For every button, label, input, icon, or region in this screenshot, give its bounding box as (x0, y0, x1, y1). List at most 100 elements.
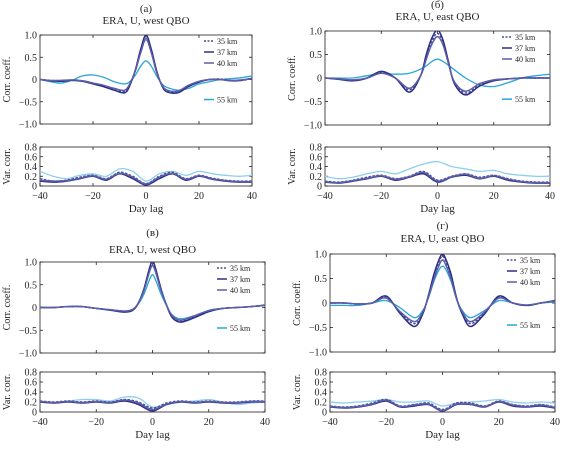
y-tick-label: 0.4 (310, 162, 323, 173)
series-group (40, 262, 265, 323)
x-tick-label: −20 (85, 191, 101, 202)
y-tick-label: 0 (322, 408, 327, 419)
x-tick-label: 40 (550, 417, 560, 428)
panel-3: (в) ERA, U, west QBO −1.0 −0.5 0 0.5 1.0 Corr. … (2, 227, 270, 441)
series-group (40, 168, 252, 186)
y-tick-label: 0 (32, 182, 37, 193)
x-tick-label: −40 (32, 191, 48, 202)
legend-label: 40 km (515, 55, 536, 64)
legend-label-55km: 55 km (217, 96, 238, 105)
y-tick-label: 0.5 (25, 280, 38, 291)
y-tick-label: 1.0 (25, 258, 38, 269)
panel-2: (б)ERA, U, east QBO −1.0 −0.5 0 0.5 1.0 Corr. … (287, 0, 555, 215)
corr-subplot: −1.0 −0.5 0 0.5 1.0 Corr. coeff. 35 km 37 km 40 … (2, 31, 253, 131)
panel-title: ERA, U, east QBO (400, 233, 484, 245)
x-tick-label: 0 (440, 417, 445, 428)
y-tick-label: −1.0 (309, 348, 327, 359)
x-tick-label: −20 (373, 191, 389, 202)
x-tick-label: −40 (322, 417, 338, 428)
legend-label: 37 km (515, 44, 536, 53)
y-axis-label: Var. corr. (292, 374, 303, 410)
y-tick-label: −1.0 (19, 349, 37, 360)
y-tick-label: −0.5 (309, 323, 327, 334)
y-tick-label: 0.4 (25, 388, 38, 399)
series-line-40-km (40, 399, 265, 411)
y-tick-label: 0.4 (25, 162, 38, 173)
x-tick-label: −40 (317, 191, 333, 202)
panel-label: (в) (146, 227, 159, 239)
series-group (40, 395, 265, 412)
series-group (325, 31, 550, 96)
panel-title: ERA, U, east QBO (395, 11, 479, 23)
y-tick-label: −0.5 (304, 97, 322, 108)
x-tick-label: 0 (144, 191, 149, 202)
y-tick-label: 0.5 (310, 50, 323, 61)
legend-label: 40 km (217, 59, 238, 68)
y-tick-label: 0.6 (25, 378, 38, 389)
x-axis-label: Day lag (425, 429, 460, 441)
legend-label: 35 km (515, 33, 536, 42)
panel-label: (а) (140, 3, 153, 15)
y-axis-label: Var. corr. (2, 148, 13, 184)
series-line-55-km (325, 58, 550, 88)
x-tick-label: 0 (435, 191, 440, 202)
x-tick-label: 20 (204, 417, 214, 428)
x-axis-label: Day lag (129, 203, 164, 215)
y-tick-label: 0 (322, 299, 327, 310)
y-tick-label: 0 (32, 408, 37, 419)
series-group (330, 254, 555, 328)
y-tick-label: 0.5 (315, 274, 328, 285)
legend-label: 40 km (230, 286, 251, 295)
x-tick-label: −20 (378, 417, 394, 428)
corr-subplot: −1.0 −0.5 0 0.5 1.0 Corr. coeff. 35 km 37 km 40 … (2, 258, 266, 360)
y-axis-label: Var. corr. (287, 148, 298, 184)
y-tick-label: 0.6 (315, 378, 328, 389)
x-axis-label: Day lag (135, 429, 170, 441)
legend-label-55km: 55 km (230, 324, 251, 333)
panel-label: (б) (431, 0, 444, 11)
series-line-40-km (40, 37, 252, 93)
series-line-35-km (40, 171, 252, 185)
y-tick-label: 0 (317, 182, 322, 193)
legend-label: 35 km (217, 37, 238, 46)
series-line-35-km (330, 398, 555, 411)
series-line-55-km (330, 265, 555, 319)
corr-subplot: −1.0 −0.5 0 0.5 1.0 Corr. coeff. 35 km 37 km 40 … (292, 250, 556, 359)
series-line-55-km (40, 60, 252, 91)
x-tick-label: 20 (494, 417, 504, 428)
series-line-37-km (330, 254, 555, 328)
x-axis-label: Day lag (420, 203, 455, 215)
series-line-55-km (40, 168, 252, 182)
y-tick-label: 1.0 (315, 250, 328, 261)
y-tick-label: 0.8 (25, 143, 38, 154)
y-tick-label: 0.8 (310, 143, 323, 154)
y-axis-label: Corr. coeff. (2, 57, 13, 103)
legend-label: 35 km (230, 264, 251, 273)
legend-label: 37 km (217, 48, 238, 57)
series-line-55-km (325, 160, 550, 180)
x-tick-label: 40 (260, 417, 270, 428)
series-group (40, 35, 252, 94)
x-tick-label: −20 (88, 417, 104, 428)
series-line-40-km (40, 264, 265, 321)
y-tick-label: 0.6 (310, 152, 323, 163)
series-line-40-km (325, 171, 550, 184)
panel-title: ERA, U, west QBO (102, 15, 189, 27)
x-tick-label: −40 (32, 417, 48, 428)
y-axis-label: Corr. coeff. (292, 280, 303, 326)
y-tick-label: 0 (32, 303, 37, 314)
y-tick-label: 0.2 (25, 172, 38, 183)
plot-frame (39, 371, 266, 413)
series-line-55-km (330, 398, 555, 407)
panel-1: (а)ERA, U, west QBO −1.0 −0.5 0 0.5 1.0 Corr. … (2, 3, 257, 215)
x-tick-label: 40 (545, 191, 555, 202)
y-tick-label: −0.5 (19, 326, 37, 337)
y-axis-label: Var. corr. (2, 374, 13, 410)
panel-label: (г) (437, 220, 449, 232)
y-axis-label: Corr. coeff. (2, 285, 13, 331)
y-tick-label: 0.6 (25, 152, 38, 163)
panel-4: (г)ERA, U, east QBO −1.0 −0.5 0 0.5 1.0 Corr. … (292, 220, 560, 441)
